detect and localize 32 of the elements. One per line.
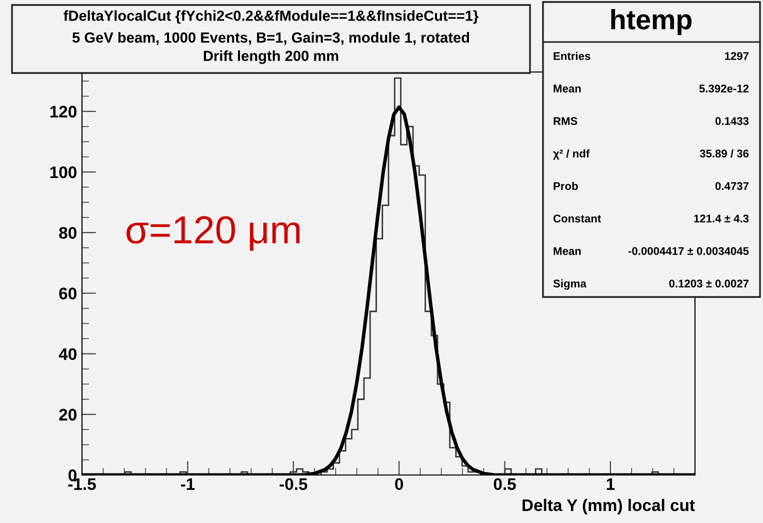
- annotation: -0.0004417 ± 0.0034045: [628, 247, 749, 255]
- text: 1297: [724, 52, 749, 60]
- annotation: 121.4 ± 4.3: [694, 214, 749, 222]
- x-tick-label: 0: [395, 478, 404, 490]
- text: htemp: [611, 9, 692, 35]
- chart-title: fDeltaYlocalCut {fYchi2<0.2&&fModule==1&&fInsideCut==1}: [64, 10, 478, 24]
- annotation: σ=120 μm: [126, 216, 300, 251]
- annotation: RMS: [554, 117, 578, 125]
- x-tick-label: 1: [606, 478, 615, 490]
- x-tick-label: 0.5: [494, 478, 516, 490]
- annotation: Sigma: [553, 279, 586, 290]
- text: 5.392e-12: [699, 84, 749, 92]
- y-tick-label: 80: [59, 226, 76, 239]
- y-tick-label: 100: [50, 166, 76, 178]
- y-tick-label: 40: [58, 348, 76, 360]
- annotation: Prob: [554, 182, 578, 190]
- text: 0.4737: [715, 182, 749, 190]
- text: 35.89 / 36: [700, 149, 749, 158]
- x-tick-label: -1: [180, 478, 195, 490]
- text: Entries: [554, 52, 590, 60]
- y-tick-label: 20: [59, 408, 76, 421]
- annotation: Mean: [554, 247, 581, 255]
- y-tick-label: 120: [50, 106, 76, 118]
- annotation: Mean: [554, 84, 581, 92]
- text: 0.1433: [715, 117, 749, 125]
- x-tick-label: -0.5: [280, 478, 308, 490]
- x-axis-title: Delta Y (mm) local cut: [522, 498, 695, 514]
- chart-subtitle: 5 GeV beam, 1000 Events, B=1, Gain=3, module 1, rotated Drift length 200 mm: [72, 32, 470, 64]
- annotation: Constant: [553, 214, 602, 222]
- annotation: χ² / ndf: [553, 149, 590, 160]
- annotation: 0.1203 ± 0.0027: [669, 280, 749, 288]
- y-tick-label: 60: [59, 288, 76, 300]
